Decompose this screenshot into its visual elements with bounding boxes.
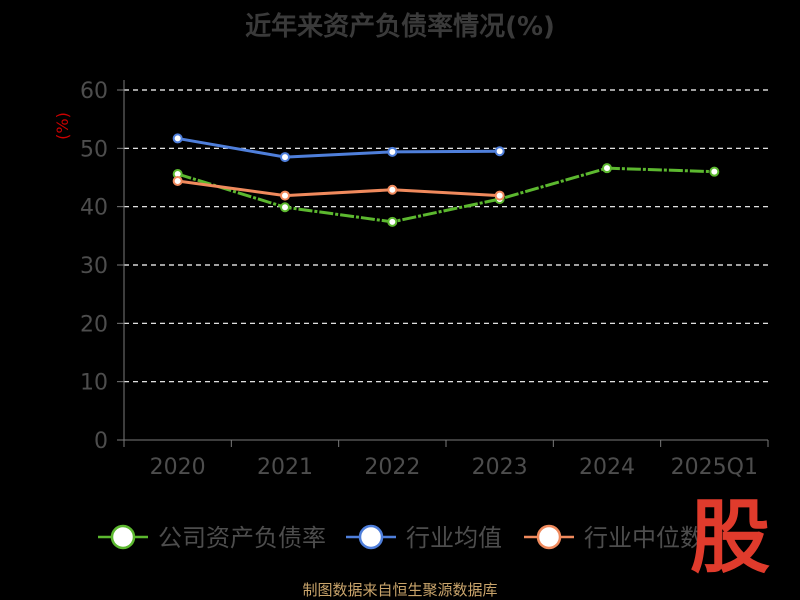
data-point — [602, 163, 612, 174]
legend-label: 行业中位数 — [584, 524, 704, 552]
legend-item: 公司资产负债率 — [98, 524, 326, 552]
watermark-logo: 股 — [690, 491, 770, 584]
data-point — [280, 152, 290, 163]
data-point — [387, 146, 398, 157]
x-tick-label: 2025Q1 — [671, 455, 758, 480]
y-tick-label: 20 — [80, 312, 108, 337]
legend-marker — [110, 524, 136, 550]
source-note: 制图数据来自恒生聚源数据库 — [302, 581, 498, 599]
legend-label: 行业均值 — [406, 524, 502, 552]
y-axis-label: (%) — [53, 112, 72, 140]
y-tick-label: 30 — [80, 254, 108, 279]
x-tick-label: 2020 — [150, 455, 206, 480]
data-point — [387, 184, 398, 195]
x-tick-label: 2023 — [472, 455, 528, 480]
data-point — [172, 133, 183, 144]
data-point — [387, 216, 398, 227]
y-tick-label: 40 — [80, 196, 108, 221]
data-point — [494, 146, 505, 157]
data-point — [709, 166, 720, 177]
data-point — [280, 190, 290, 201]
y-tick-label: 10 — [80, 371, 108, 396]
legend-label: 公司资产负债率 — [158, 524, 326, 552]
data-point — [172, 176, 183, 186]
y-tick-label: 50 — [80, 137, 108, 162]
x-tick-label: 2021 — [257, 455, 313, 480]
series-line — [177, 179, 500, 198]
series-2 — [172, 176, 505, 201]
x-tick-label: 2022 — [364, 455, 420, 480]
data-point — [494, 190, 505, 201]
chart-title: 近年来资产负债率情况(%) — [245, 12, 555, 42]
y-tick-label: 60 — [80, 79, 108, 104]
series-1 — [172, 133, 505, 163]
legend-item: 行业中位数 — [524, 524, 704, 552]
y-tick-label: 0 — [94, 429, 108, 454]
data-point — [280, 202, 290, 213]
x-tick-label: 2024 — [579, 455, 635, 480]
legend-marker — [358, 524, 384, 550]
series-0 — [172, 163, 720, 227]
legend-item: 行业均值 — [346, 524, 502, 552]
series-line — [177, 166, 715, 224]
series-line — [177, 136, 500, 159]
legend-marker — [536, 524, 562, 550]
